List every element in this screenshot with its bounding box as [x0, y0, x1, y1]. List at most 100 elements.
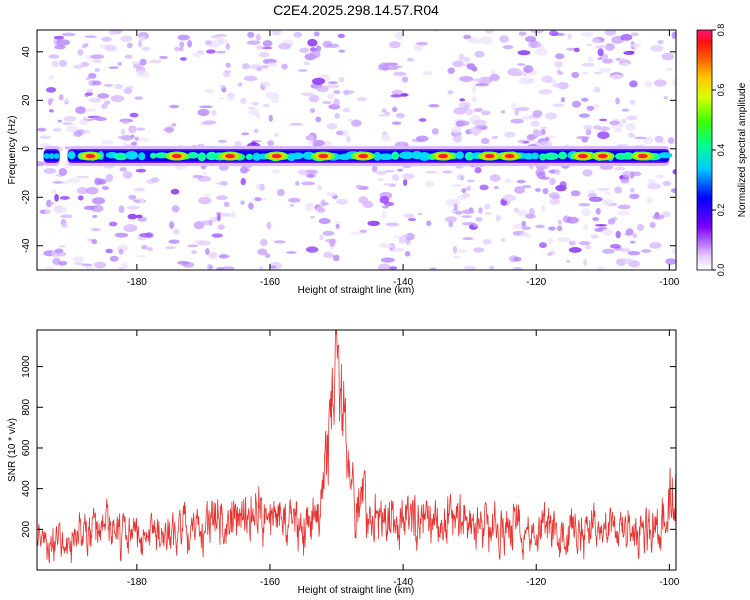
- spectrogram-speckle: [391, 173, 400, 182]
- colorbar-ticks: 0.0 0.2 0.4 0.6 0.8: [712, 24, 726, 276]
- spectrogram-speckle: [416, 41, 429, 46]
- spectrogram-speckle: [657, 39, 664, 45]
- spectrogram-speckle: [502, 44, 514, 50]
- spectrogram-speckle: [539, 140, 553, 148]
- spectrogram-speckle: [394, 31, 404, 40]
- spectrogram-speckle: [261, 81, 271, 88]
- spectrogram-speckle: [598, 67, 612, 73]
- spectrogram-speckle: [570, 190, 581, 197]
- spectrogram-spot: [85, 153, 96, 159]
- spectrogram-speckle: [555, 53, 565, 60]
- spectrogram-band-core: [125, 150, 139, 160]
- spectrogram-speckle: [197, 108, 210, 117]
- spectrogram-speckle: [473, 108, 483, 112]
- spectrogram-speckle: [227, 96, 235, 101]
- spectrogram-speckle: [66, 125, 78, 133]
- spectrogram-speckle: [73, 130, 83, 137]
- spectrogram-speckle: [288, 197, 301, 203]
- spectrogram-speckle: [488, 265, 495, 270]
- spectrogram-speckle: [475, 216, 483, 222]
- spectrogram-speckle: [572, 100, 582, 108]
- spectrogram-speckle: [206, 49, 216, 54]
- spectrogram-speckle: [630, 240, 636, 244]
- spectrogram-speckle: [552, 103, 565, 108]
- spectrogram-speckle: [220, 180, 228, 186]
- spectrogram-band-core: [252, 152, 262, 161]
- spectrogram-speckle: [122, 120, 129, 125]
- spectrogram-speckle: [95, 178, 107, 185]
- spectrogram-speckle: [120, 35, 133, 42]
- spectrogram-speckle: [479, 184, 489, 191]
- spectrogram-speckle: [220, 212, 232, 217]
- spectrogram-speckle: [104, 100, 111, 105]
- spectrogram-speckle: [90, 227, 101, 232]
- spectrogram-speckle: [88, 72, 97, 79]
- spectrogram-speckle: [384, 244, 395, 249]
- spectrogram-speckle: [205, 247, 210, 255]
- spectrogram-speckle: [573, 47, 580, 53]
- y-tick-label: 200: [21, 521, 32, 538]
- spectrogram-speckle: [455, 165, 464, 169]
- spectrogram-speckle: [389, 266, 398, 270]
- spectrogram-speckle: [338, 76, 345, 83]
- spectrogram-spot: [484, 153, 495, 159]
- spectrogram-band-core: [378, 153, 394, 161]
- spectrogram-speckle: [475, 83, 489, 87]
- figure-title: C2E4.2025.298.14.57.R04: [273, 2, 439, 18]
- spectrogram-speckle: [103, 84, 114, 87]
- y-tick-label: 20: [21, 94, 32, 106]
- spectrogram-speckle: [593, 104, 600, 109]
- spectrogram-speckle: [248, 202, 254, 210]
- spectrogram-speckle: [83, 205, 95, 211]
- spectrogram-speckle: [214, 34, 228, 37]
- snr-y-ticks: 200 400 600 800 1000: [21, 355, 676, 538]
- spectrogram-speckle: [255, 45, 264, 50]
- spectrogram-speckle: [237, 82, 243, 87]
- spectrogram-speckle: [307, 38, 318, 47]
- spectrogram-speckle: [610, 74, 624, 79]
- spectrogram-speckle: [566, 216, 579, 224]
- spectrogram-speckle: [557, 225, 563, 232]
- spectrogram-speckle: [63, 115, 77, 122]
- spectrogram-speckle: [335, 130, 344, 136]
- spectrogram-speckle: [392, 106, 398, 113]
- spectrogram-speckle: [305, 246, 319, 253]
- spectrogram-speckle: [397, 168, 403, 172]
- spectrogram-speckle: [653, 79, 667, 87]
- spectrogram-speckle: [530, 30, 544, 34]
- spectrogram-speckle: [345, 135, 351, 143]
- spectrogram-speckle: [109, 255, 119, 262]
- spectrogram-speckle: [198, 196, 212, 205]
- spectrogram-speckle: [333, 90, 341, 95]
- spectrogram-speckle: [268, 114, 273, 122]
- spectrogram-speckle: [225, 62, 231, 68]
- spectrogram-speckle: [466, 185, 471, 191]
- spectrogram-speckle: [620, 177, 630, 184]
- spectrogram-speckle: [544, 112, 558, 120]
- spectrogram-speckle: [452, 255, 461, 259]
- spectrogram-speckle: [211, 110, 217, 116]
- spectrogram-speckle: [77, 195, 84, 201]
- spectrogram-speckle: [90, 54, 105, 60]
- spectrogram-speckle: [138, 40, 143, 48]
- spectrogram-speckle: [382, 205, 389, 209]
- spectrogram-speckle: [604, 191, 612, 195]
- spectrogram-speckle: [255, 184, 261, 190]
- spectrogram-speckle: [105, 248, 113, 254]
- spectrogram-speckle: [665, 258, 676, 265]
- spectrogram-speckle: [134, 136, 140, 142]
- spectrogram-speckle: [456, 174, 465, 180]
- spectrogram-speckle: [542, 187, 549, 195]
- spectrogram-speckle: [104, 45, 118, 52]
- spectrogram-speckle: [258, 183, 265, 191]
- spectrogram-speckle: [72, 256, 85, 262]
- spectrogram-speckle: [51, 188, 57, 195]
- spectrogram-speckle: [342, 90, 355, 95]
- spectrogram-speckle: [325, 191, 338, 197]
- spectrogram-speckle: [57, 119, 63, 123]
- spectrogram-speckle: [454, 210, 463, 215]
- spectrogram-speckle: [256, 66, 263, 72]
- spectrogram-speckle: [548, 192, 560, 199]
- spectrogram-speckle: [629, 80, 638, 88]
